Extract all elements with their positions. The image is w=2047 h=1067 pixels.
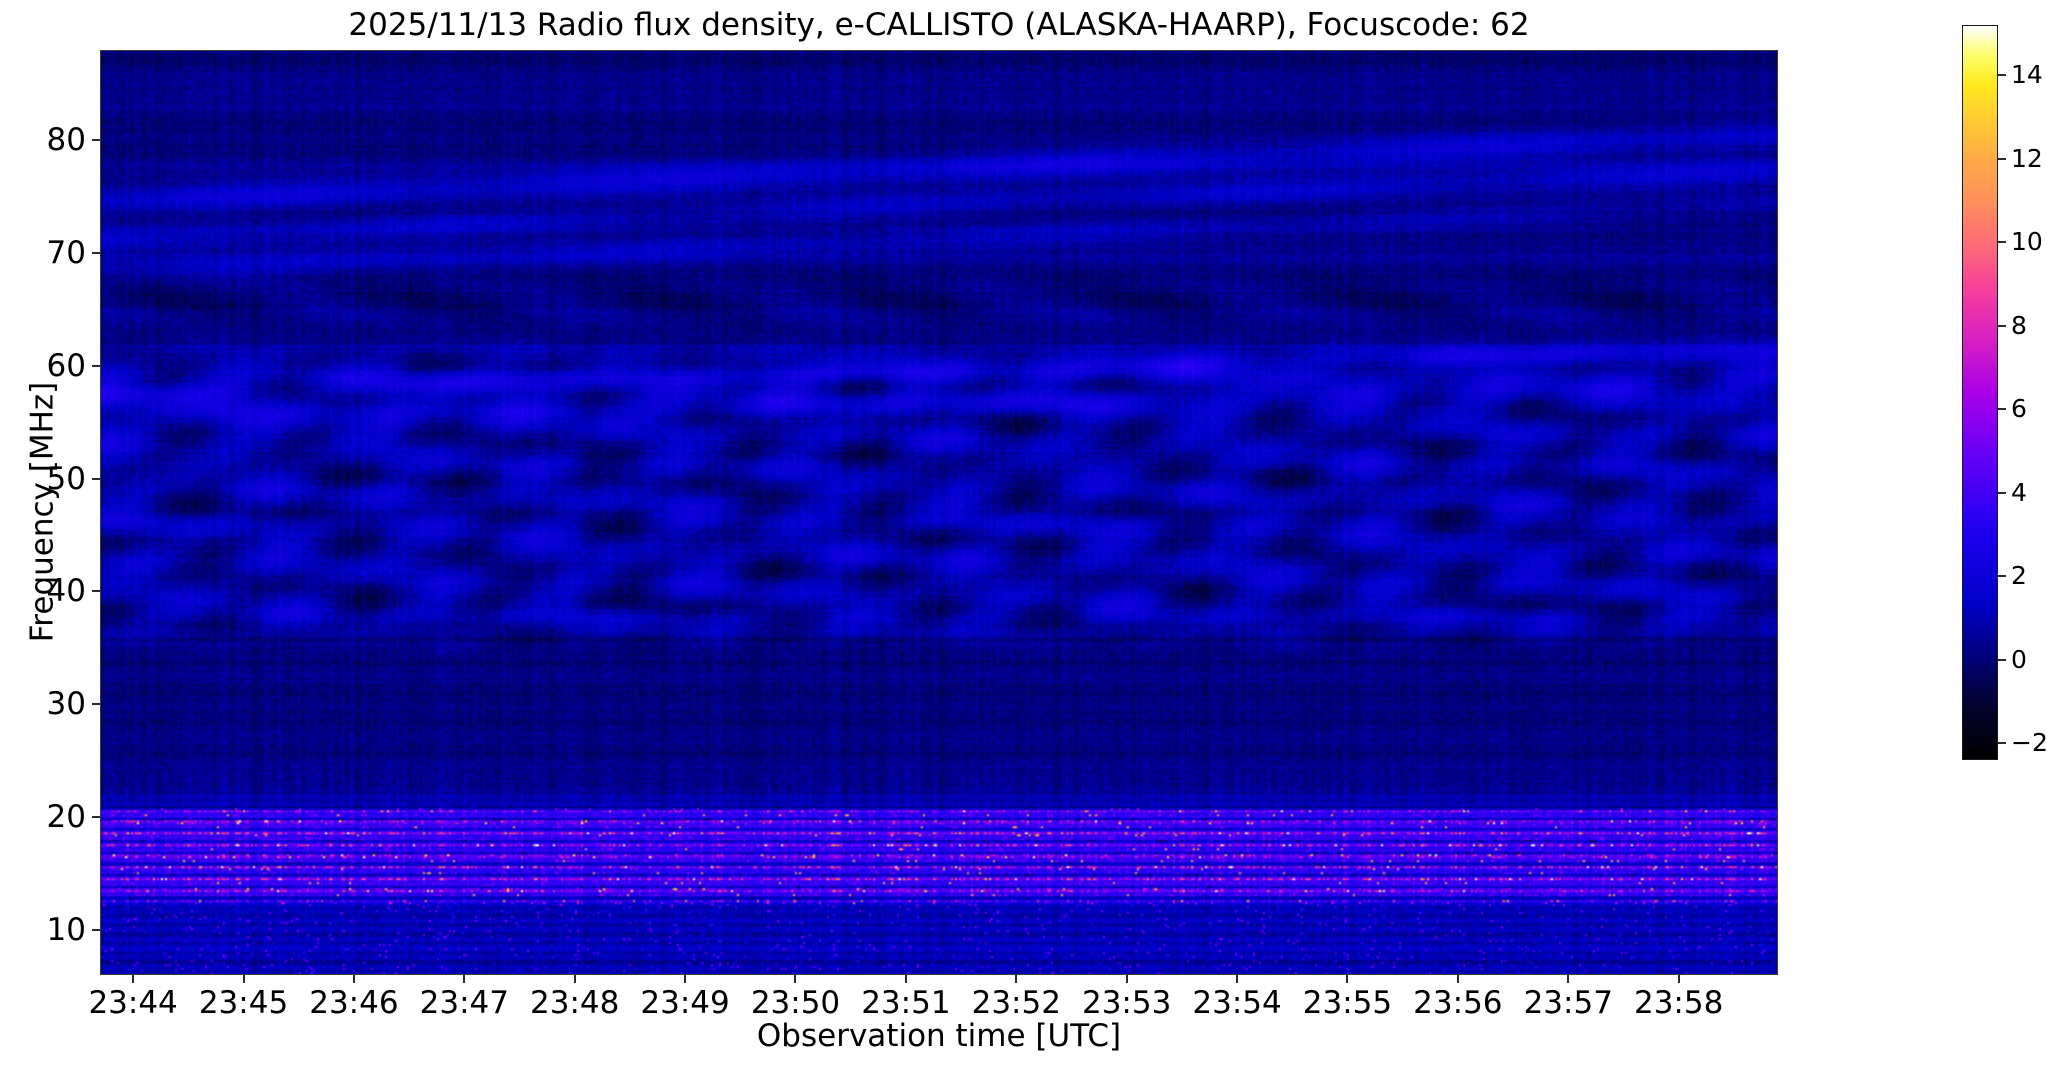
y-tick-mark xyxy=(92,703,100,706)
colorbar-tick-mark xyxy=(1998,742,2006,745)
colorbar-tick-mark xyxy=(1998,157,2006,160)
x-tick-mark xyxy=(463,975,466,983)
x-tick-mark xyxy=(1015,975,1018,983)
x-tick-label: 23:50 xyxy=(750,985,841,1021)
y-tick-mark xyxy=(92,477,100,480)
y-tick-mark xyxy=(92,928,100,931)
y-tick-mark xyxy=(92,139,100,142)
colorbar-tick-label: 4 xyxy=(2011,477,2027,507)
page-title: 2025/11/13 Radio flux density, e-CALLIST… xyxy=(348,7,1530,43)
x-tick-mark xyxy=(573,975,576,983)
x-tick-mark xyxy=(1456,975,1459,983)
x-tick-label: 23:46 xyxy=(309,985,399,1021)
y-tick-label: 60 xyxy=(46,347,86,384)
x-tick-label: 23:47 xyxy=(419,985,509,1021)
x-tick-mark xyxy=(1125,975,1128,983)
x-tick-label: 23:48 xyxy=(530,985,620,1021)
x-axis-label: Observation time [UTC] xyxy=(756,1018,1122,1054)
x-tick-label: 23:58 xyxy=(1633,985,1724,1021)
x-tick-mark xyxy=(684,975,687,983)
x-tick-label: 23:53 xyxy=(1081,985,1172,1021)
x-tick-label: 23:55 xyxy=(1302,985,1393,1021)
x-tick-mark xyxy=(132,975,135,983)
x-tick-label: 23:51 xyxy=(861,985,951,1021)
x-tick-label: 23:56 xyxy=(1413,985,1503,1021)
colorbar-tick-label: −2 xyxy=(2011,728,2047,758)
y-tick-mark xyxy=(92,364,100,367)
y-tick-label: 10 xyxy=(46,911,86,948)
y-tick-label: 50 xyxy=(46,460,86,497)
x-tick-label: 23:45 xyxy=(198,985,289,1021)
colorbar-tick-label: 2 xyxy=(2011,561,2027,591)
colorbar-tick-mark xyxy=(1998,241,2006,244)
y-tick-mark xyxy=(92,816,100,819)
y-tick-label: 80 xyxy=(46,122,86,159)
x-axis: 23:44 23:45 23:46 23:47 23:48 23:49 23:50 23:51… xyxy=(88,975,1778,1035)
x-tick-mark xyxy=(1346,975,1349,983)
y-tick-label: 30 xyxy=(46,686,86,723)
x-tick-mark xyxy=(1236,975,1239,983)
y-tick-label: 40 xyxy=(46,573,86,610)
y-tick-label: 70 xyxy=(46,235,86,272)
x-tick-mark xyxy=(1567,975,1570,983)
colorbar-tick-mark xyxy=(1998,324,2006,327)
x-tick-mark xyxy=(794,975,797,983)
x-tick-mark xyxy=(904,975,907,983)
x-tick-label: 23:49 xyxy=(640,985,730,1021)
y-axis: 10 20 30 40 50 60 70 80 Frequency [MHz] xyxy=(0,50,100,975)
colorbar-tick-mark xyxy=(1998,658,2006,661)
y-tick-mark xyxy=(92,590,100,593)
colorbar-tick-mark xyxy=(1998,408,2006,411)
colorbar-tick-label: 8 xyxy=(2011,310,2027,340)
y-tick-label: 20 xyxy=(46,799,86,836)
y-axis-label: Frequency [MHz] xyxy=(24,381,61,643)
x-tick-mark xyxy=(1677,975,1680,983)
colorbar-tick-label: 14 xyxy=(2011,60,2043,90)
colorbar-tick-label: 6 xyxy=(2011,394,2027,424)
colorbar-gradient xyxy=(1962,25,1998,760)
colorbar-tick-label: 12 xyxy=(2011,143,2043,173)
x-tick-label: 23:44 xyxy=(88,985,178,1021)
x-tick-label: 23:52 xyxy=(971,985,1061,1021)
colorbar-tick-mark xyxy=(1998,74,2006,77)
colorbar: −2 0 2 4 6 8 10 12 14 xyxy=(1962,25,2047,760)
colorbar-tick-label: 10 xyxy=(2011,227,2043,257)
colorbar-tick-label: 0 xyxy=(2011,644,2027,674)
x-tick-label: 23:57 xyxy=(1523,985,1613,1021)
x-tick-label: 23:54 xyxy=(1192,985,1282,1021)
colorbar-tick-mark xyxy=(1998,491,2006,494)
colorbar-tick-mark xyxy=(1998,575,2006,578)
y-tick-mark xyxy=(92,252,100,255)
spectrogram-plot-area xyxy=(100,50,1778,975)
x-tick-mark xyxy=(242,975,245,983)
x-tick-mark xyxy=(352,975,355,983)
spectrogram-image xyxy=(101,51,1777,974)
